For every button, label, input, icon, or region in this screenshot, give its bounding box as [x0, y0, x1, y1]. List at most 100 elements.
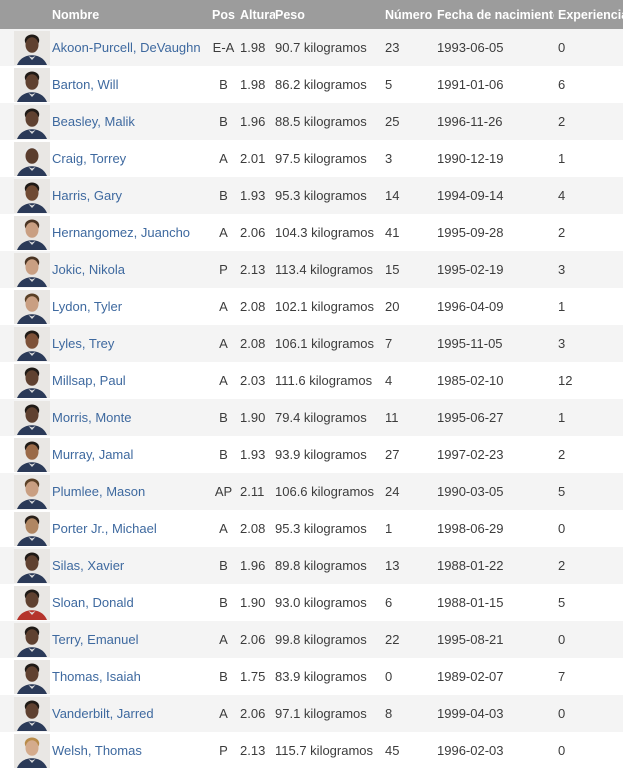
player-weight: 89.8 kilogramos [275, 558, 367, 573]
player-experience: 1 [558, 410, 566, 425]
player-experience: 5 [558, 595, 566, 610]
player-birthdate: 1996-04-09 [437, 299, 504, 314]
player-experience: 0 [558, 632, 566, 647]
player-photo [14, 141, 50, 176]
player-experience: 1 [558, 299, 566, 314]
player-name-link[interactable]: Craig, Torrey [52, 151, 127, 166]
player-photo [14, 67, 50, 102]
player-position: B [219, 114, 228, 129]
player-birthdate: 1989-02-07 [437, 669, 504, 684]
column-header-nombre: Nombre [52, 7, 100, 22]
player-birthdate: 1990-03-05 [437, 484, 504, 499]
player-photo [14, 585, 50, 620]
player-weight: 106.1 kilogramos [275, 336, 374, 351]
player-name-link[interactable]: Akoon-Purcell, DeVaughn [52, 40, 201, 55]
player-name-link[interactable]: Millsap, Paul [52, 373, 126, 388]
player-name-link[interactable]: Hernangomez, Juancho [52, 225, 191, 240]
player-height: 2.06 [240, 225, 266, 240]
table-row: Thomas, Isaiah B 1.75 83.9 kilogramos 0 … [0, 658, 623, 695]
player-experience: 7 [558, 669, 566, 684]
player-position: B [219, 558, 228, 573]
player-birthdate: 1993-06-05 [437, 40, 504, 55]
player-photo-cell [14, 30, 52, 65]
table-row: Morris, Monte B 1.90 79.4 kilogramos 11 … [0, 399, 623, 436]
player-position: A [219, 706, 228, 721]
player-birthdate: 1996-02-03 [437, 743, 504, 758]
player-name-link[interactable]: Plumlee, Mason [52, 484, 146, 499]
player-photo-cell [14, 474, 52, 509]
player-position: A [219, 336, 228, 351]
player-photo [14, 511, 50, 546]
player-number: 13 [385, 558, 400, 573]
player-photo-cell [14, 548, 52, 583]
player-photo-cell [14, 215, 52, 250]
column-header-peso: Peso [275, 7, 305, 22]
player-experience: 2 [558, 447, 566, 462]
player-experience: 6 [558, 77, 566, 92]
player-height: 2.03 [240, 373, 266, 388]
player-position: A [219, 521, 228, 536]
table-row: Silas, Xavier B 1.96 89.8 kilogramos 13 … [0, 547, 623, 584]
player-number: 41 [385, 225, 400, 240]
player-position: A [219, 225, 228, 240]
player-height: 2.06 [240, 706, 266, 721]
player-height: 2.01 [240, 151, 266, 166]
player-experience: 3 [558, 262, 566, 277]
player-weight: 90.7 kilogramos [275, 40, 367, 55]
player-name-link[interactable]: Vanderbilt, Jarred [52, 706, 154, 721]
player-name-link[interactable]: Porter Jr., Michael [52, 521, 157, 536]
player-position: B [219, 77, 228, 92]
player-photo-cell [14, 696, 52, 731]
player-name-link[interactable]: Jokic, Nikola [52, 262, 125, 277]
player-number: 23 [385, 40, 400, 55]
player-experience: 0 [558, 521, 566, 536]
player-photo-cell [14, 733, 52, 768]
player-height: 1.93 [240, 188, 266, 203]
player-experience: 2 [558, 114, 566, 129]
player-name-link[interactable]: Thomas, Isaiah [52, 669, 141, 684]
player-name-link[interactable]: Morris, Monte [52, 410, 132, 425]
player-weight: 93.9 kilogramos [275, 447, 367, 462]
player-position: P [219, 262, 228, 277]
player-position: E-A [212, 40, 235, 55]
player-experience: 5 [558, 484, 566, 499]
player-height: 1.96 [240, 114, 266, 129]
player-number: 27 [385, 447, 400, 462]
player-number: 20 [385, 299, 400, 314]
player-weight: 97.5 kilogramos [275, 151, 367, 166]
player-height: 2.06 [240, 632, 266, 647]
player-name-link[interactable]: Welsh, Thomas [52, 743, 142, 758]
player-name-link[interactable]: Murray, Jamal [52, 447, 134, 462]
player-birthdate: 1996-11-26 [437, 114, 503, 129]
player-height: 1.98 [240, 77, 266, 92]
player-photo-cell [14, 400, 52, 435]
table-row: Plumlee, Mason AP 2.11 106.6 kilogramos … [0, 473, 623, 510]
player-experience: 0 [558, 40, 566, 55]
player-photo-cell [14, 289, 52, 324]
table-row: Murray, Jamal B 1.93 93.9 kilogramos 27 … [0, 436, 623, 473]
player-birthdate: 1985-02-10 [437, 373, 504, 388]
player-photo-cell [14, 252, 52, 287]
player-photo [14, 733, 50, 768]
table-row: Welsh, Thomas P 2.13 115.7 kilogramos 45… [0, 732, 623, 769]
player-name-link[interactable]: Lyles, Trey [52, 336, 115, 351]
column-header-fecha-nacimiento: Fecha de nacimiento [437, 7, 554, 22]
player-name-link[interactable]: Silas, Xavier [52, 558, 125, 573]
player-photo [14, 548, 50, 583]
player-position: B [219, 410, 228, 425]
player-position: B [219, 447, 228, 462]
player-weight: 93.0 kilogramos [275, 595, 367, 610]
table-row: Beasley, Malik B 1.96 88.5 kilogramos 25… [0, 103, 623, 140]
player-photo [14, 437, 50, 472]
player-height: 2.08 [240, 299, 266, 314]
player-photo [14, 215, 50, 250]
player-name-link[interactable]: Beasley, Malik [52, 114, 135, 129]
player-name-link[interactable]: Sloan, Donald [52, 595, 134, 610]
player-position: A [219, 373, 228, 388]
player-name-link[interactable]: Barton, Will [52, 77, 119, 92]
player-name-link[interactable]: Lydon, Tyler [52, 299, 123, 314]
player-name-link[interactable]: Terry, Emanuel [52, 632, 139, 647]
player-photo [14, 659, 50, 694]
player-name-link[interactable]: Harris, Gary [52, 188, 123, 203]
player-birthdate: 1988-01-15 [437, 595, 504, 610]
